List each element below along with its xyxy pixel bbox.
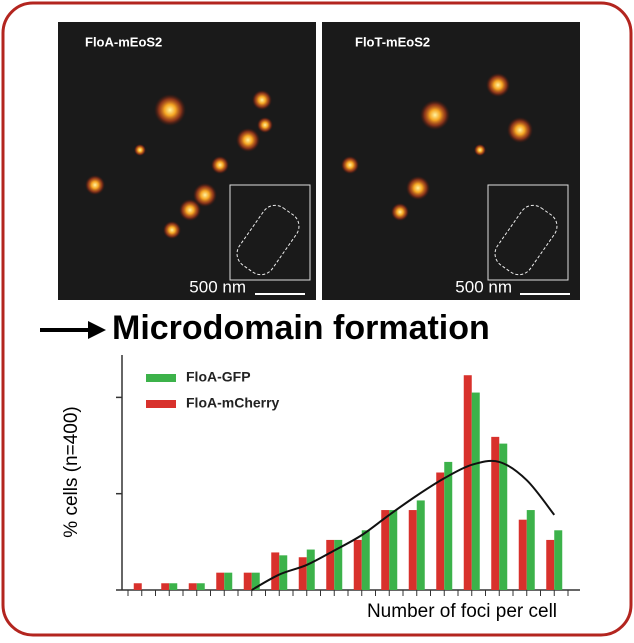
bar — [216, 572, 225, 590]
bar — [196, 583, 205, 590]
bar — [463, 375, 472, 590]
bar — [471, 392, 480, 590]
arrow — [40, 321, 106, 339]
bar — [306, 549, 315, 590]
bar — [251, 572, 260, 590]
bar — [353, 539, 362, 590]
bar — [169, 583, 178, 590]
bar — [224, 572, 233, 590]
bar — [326, 539, 335, 590]
y-axis-label: % cells (n=400) — [61, 406, 82, 537]
bar — [334, 539, 343, 590]
bar — [361, 530, 370, 590]
scale-label: 500 nm — [189, 277, 246, 296]
bar — [389, 510, 398, 590]
bar — [408, 510, 417, 590]
bar — [554, 530, 563, 590]
bar — [546, 539, 555, 590]
legend-swatch — [146, 374, 176, 382]
bar — [161, 583, 170, 590]
bar — [416, 500, 425, 590]
bar — [526, 510, 535, 590]
bar — [436, 472, 445, 590]
scale-label: 500 nm — [455, 277, 512, 296]
legend-label: FloA-mCherry — [186, 395, 280, 411]
panel-label: FloA-mEoS2 — [85, 34, 162, 49]
legend-swatch — [146, 400, 176, 408]
panel-label: FloT-mEoS2 — [355, 34, 430, 49]
bar — [381, 510, 390, 590]
x-axis-label: Number of foci per cell — [367, 601, 557, 622]
image-panel: FloT-mEoS2 500 nm — [322, 22, 580, 300]
bar — [444, 461, 453, 590]
bar — [243, 572, 252, 590]
bar — [298, 557, 307, 590]
bar — [133, 583, 142, 590]
heading: Microdomain formation — [112, 309, 490, 347]
image-panel: FloA-mEoS2 500 nm — [58, 22, 316, 300]
bar — [518, 519, 527, 590]
bar — [271, 552, 280, 590]
bar — [499, 443, 508, 590]
fit-curve — [251, 459, 556, 591]
bar — [188, 583, 197, 590]
legend-label: FloA-GFP — [186, 369, 251, 385]
bar — [491, 436, 500, 590]
